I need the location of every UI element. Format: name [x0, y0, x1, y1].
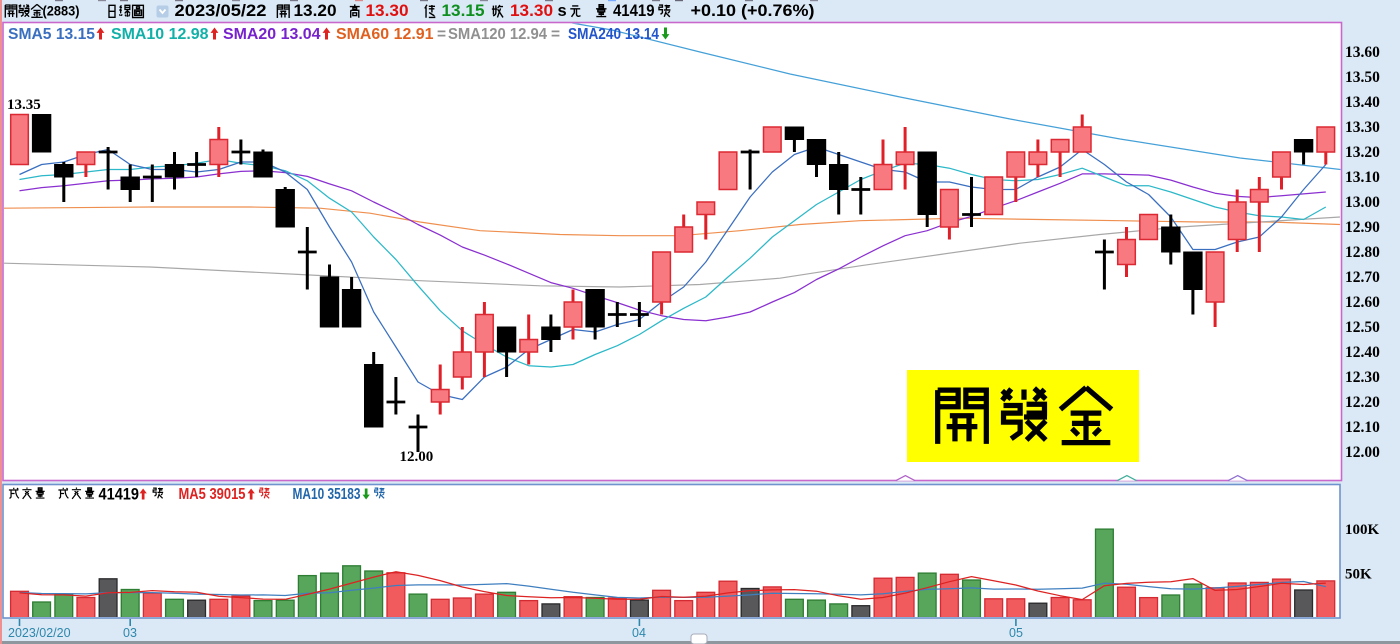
svg-text:2023/02/20: 2023/02/20 [8, 626, 71, 640]
svg-text:13.35: 13.35 [7, 97, 41, 113]
svg-text:12.00: 12.00 [400, 449, 434, 465]
svg-text:41419: 41419 [99, 486, 140, 504]
svg-text:41419: 41419 [613, 2, 655, 20]
svg-text:12.20: 12.20 [1345, 394, 1380, 411]
svg-text:13.20: 13.20 [1345, 144, 1380, 161]
svg-text:2023/05/22: 2023/05/22 [175, 2, 267, 20]
svg-text:12.90: 12.90 [1345, 219, 1380, 236]
svg-text:13.60: 13.60 [1345, 44, 1380, 61]
svg-text:12.80: 12.80 [1345, 244, 1380, 261]
svg-text:12.10: 12.10 [1345, 419, 1380, 436]
svg-text:04: 04 [632, 626, 646, 640]
svg-text:13.30: 13.30 [510, 2, 553, 20]
svg-text:12.30: 12.30 [1345, 369, 1380, 386]
svg-text:SMA10 12.98: SMA10 12.98 [111, 26, 209, 43]
svg-text:=: = [437, 26, 446, 43]
svg-text:12.00: 12.00 [1345, 444, 1380, 461]
svg-text:13.20: 13.20 [294, 2, 337, 20]
svg-text:12.50: 12.50 [1345, 319, 1380, 336]
svg-text:13.00: 13.00 [1345, 194, 1380, 211]
svg-text:13.30: 13.30 [366, 2, 409, 20]
svg-text:50K: 50K [1345, 567, 1372, 583]
svg-text:12.60: 12.60 [1345, 294, 1380, 311]
svg-text:SMA5 13.15: SMA5 13.15 [8, 26, 95, 43]
svg-text:=: = [551, 26, 560, 43]
svg-text:13.10: 13.10 [1345, 169, 1380, 186]
svg-text:12.40: 12.40 [1345, 344, 1380, 361]
svg-text:(2883): (2883) [43, 3, 80, 19]
svg-text:13.30: 13.30 [1345, 119, 1380, 136]
svg-text:+0.10 (+0.76%): +0.10 (+0.76%) [691, 2, 815, 20]
svg-text:05: 05 [1009, 626, 1023, 640]
svg-text:MA5 39015: MA5 39015 [179, 486, 246, 503]
svg-text:13.15: 13.15 [442, 2, 485, 20]
svg-text:03: 03 [123, 626, 137, 640]
svg-text:12.70: 12.70 [1345, 269, 1380, 286]
svg-text:13.50: 13.50 [1345, 69, 1380, 86]
svg-text:SMA120 12.94: SMA120 12.94 [448, 26, 547, 43]
svg-text:SMA240 13.14: SMA240 13.14 [568, 26, 659, 43]
svg-text:s: s [558, 2, 567, 20]
svg-text:MA10 35183: MA10 35183 [293, 486, 361, 503]
svg-text:13.40: 13.40 [1345, 94, 1380, 111]
svg-text:100K: 100K [1345, 522, 1380, 538]
svg-text:SMA60 12.91: SMA60 12.91 [336, 26, 434, 43]
svg-text:SMA20 13.04: SMA20 13.04 [223, 26, 321, 43]
